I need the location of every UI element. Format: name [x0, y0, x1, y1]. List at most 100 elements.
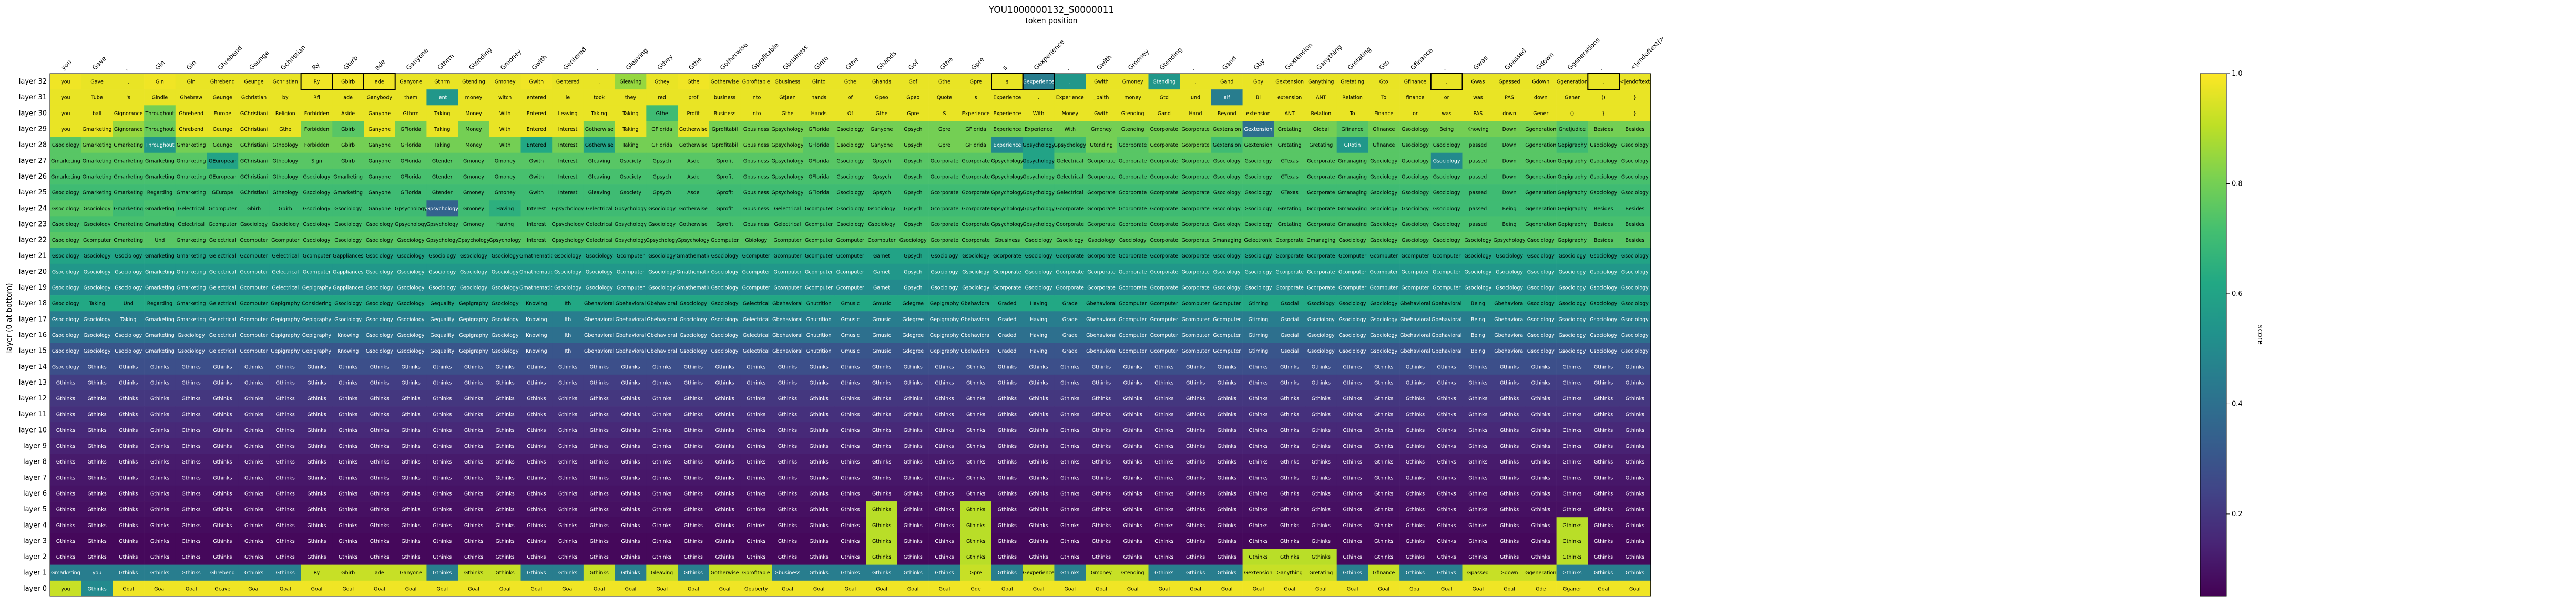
cell-token-label: Ry [314, 570, 320, 576]
heatmap-cell [1023, 121, 1055, 137]
heatmap-cell [1211, 121, 1243, 137]
cell-token-label: Gcomputer [805, 269, 833, 275]
cell-token-label: Gsociology [428, 285, 456, 291]
y-tick-label: layer 10 [19, 426, 47, 434]
cell-token-label: Gbusiness [743, 222, 769, 228]
heatmap-cell [928, 89, 960, 106]
cell-token-label: Gthinks [56, 491, 75, 497]
y-tick-label: layer 6 [23, 490, 47, 498]
cell-token-label: Gthinks [841, 539, 860, 544]
cell-token-label: Gthinks [87, 539, 106, 544]
cell-token-label: Gthinks [401, 491, 420, 497]
cell-token-label: Gindie [152, 95, 168, 101]
heatmap-cell [991, 168, 1023, 185]
cell-token-label: GEuropean [209, 158, 237, 164]
cell-token-label: Goal [1473, 586, 1484, 592]
cell-token-label: Being [1471, 333, 1485, 338]
heatmap-cell [1117, 152, 1149, 169]
cell-token-label: Gthinks [244, 380, 263, 386]
cell-token-label: Gsociology [586, 285, 613, 291]
cell-token-label: Gthinks [966, 459, 985, 465]
cell-token-label: Gthinks [56, 507, 75, 513]
cell-token-label: Gsociology [84, 269, 111, 275]
cell-token-label: Gsociology [1621, 174, 1649, 180]
cell-token-label: Gsociology [1621, 285, 1649, 291]
heatmap-cell [834, 105, 866, 121]
heatmap-cell [1525, 89, 1557, 106]
cell-token-label: Leaving [558, 111, 577, 117]
cell-token-label: Gthinks [904, 364, 923, 370]
cell-token-label: Gthinks [1092, 475, 1111, 481]
cell-token-label: Gepigraphy [271, 348, 300, 354]
cell-token-label: Gthinks [841, 554, 860, 560]
cell-token-label: Goal [186, 586, 197, 592]
heatmap-cell [1399, 121, 1432, 137]
cell-token-label: Gcorporate [1181, 158, 1210, 164]
heatmap-cell [1242, 168, 1274, 185]
cell-token-label: Gthinks [496, 364, 515, 370]
cell-token-label: Gbehavioral [616, 301, 646, 307]
cell-token-label: Gthinks [778, 459, 797, 465]
cell-token-label: Gretating [1341, 79, 1364, 85]
cell-token-label: Gbehavioral [1494, 301, 1525, 307]
cell-token-label: Gthinks [778, 396, 797, 402]
cell-token-label: Gthinks [652, 364, 671, 370]
cell-token-label: Gthinks [401, 507, 420, 513]
cell-token-label: Gthinks [1123, 444, 1142, 449]
cell-token-label: Interest [558, 127, 578, 132]
cell-token-label: Ggeneration [1525, 142, 1556, 148]
cell-token-label: Goal [907, 586, 919, 592]
cell-token-label: Gtending [462, 79, 485, 85]
heatmap-cell [678, 89, 709, 106]
x-tick-label: Gthrm [436, 52, 455, 71]
cell-token-label: Gbirb [341, 127, 355, 132]
cell-token-label: Gthinks [1060, 554, 1079, 560]
cell-token-label: Gthinks [778, 412, 797, 418]
cell-token-label: Gthinks [684, 364, 703, 370]
cell-token-label: Gpsychology [426, 222, 459, 228]
cell-token-label: Gthinks [1060, 475, 1079, 481]
cell-token-label: Gcorporate [1275, 269, 1304, 275]
cell-token-label: Gsociology [1464, 269, 1491, 275]
heatmap-cell [1211, 137, 1243, 153]
cell-token-label: Gcorporate [1150, 127, 1179, 132]
cell-token-label: 's [126, 95, 130, 101]
x-tick-label: Gto [1377, 58, 1391, 71]
cell-token-label: Gcorporate [1181, 222, 1210, 228]
cell-token-label: Gsociology [1621, 301, 1649, 307]
heatmap-cell [207, 74, 239, 90]
cell-token-label: Gcomputer [1181, 348, 1209, 354]
cell-token-label: Gmarketing [177, 269, 206, 275]
heatmap-cell [1305, 121, 1337, 137]
cell-token-label: Gsociology [84, 333, 111, 338]
cell-token-label: Gsociology [1558, 253, 1586, 259]
heatmap-cell [1556, 152, 1588, 169]
cell-token-label: Goal [876, 586, 887, 592]
cell-token-label: Gsociology [962, 253, 989, 259]
cell-token-label: Gretating [1278, 142, 1302, 148]
cell-token-label: Gsociology [115, 348, 142, 354]
heatmap-cell [1399, 152, 1432, 169]
cell-token-label: Gthinks [935, 554, 954, 560]
cell-token-label: Having [496, 206, 514, 212]
cell-token-label: Gsociology [1433, 158, 1460, 164]
heatmap-cell [1430, 121, 1463, 137]
cell-token-label: Goal [531, 586, 543, 592]
cell-token-label: Gsociology [397, 285, 425, 291]
cell-token-label: Gthey [655, 79, 670, 85]
cell-token-label: Gamet [873, 253, 890, 259]
cell-token-label: Gcorporate [962, 190, 990, 196]
cell-token-label: Gsociology [492, 253, 519, 259]
cell-token-label: Gpsychology [991, 190, 1024, 196]
cell-token-label: Goal [813, 586, 825, 592]
y-tick-label: layer 18 [19, 300, 47, 307]
cell-token-label: Gthinks [684, 507, 703, 513]
cell-token-label: Gprofit [716, 222, 733, 228]
cell-token-label: Gsociology [397, 301, 425, 307]
cell-token-label: Gthinks [1374, 364, 1393, 370]
heatmap-cell [1180, 121, 1212, 137]
heatmap-cell [1336, 152, 1368, 169]
cell-token-label: Gbehavioral [616, 348, 646, 354]
heatmap-cell [1117, 121, 1149, 137]
cell-token-label: Gsociology [836, 142, 864, 148]
